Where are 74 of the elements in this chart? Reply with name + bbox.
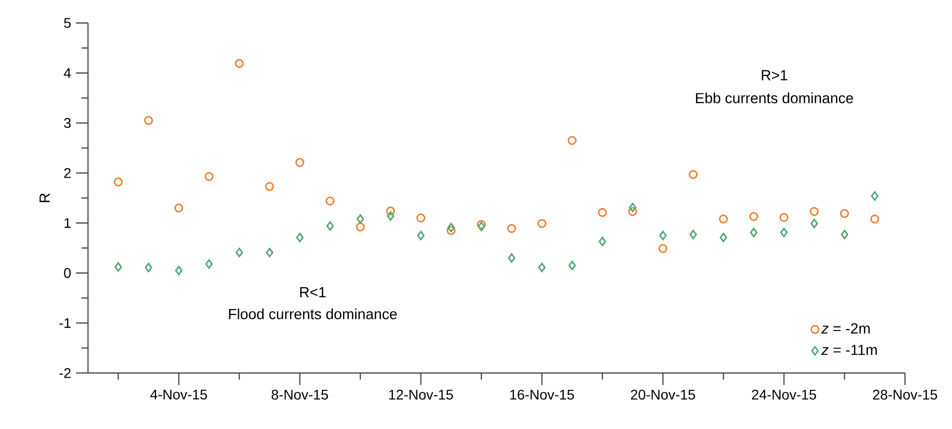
point [870,214,880,224]
x-tick-label: 20-Nov-15 [630,390,696,400]
point [476,220,486,229]
point [204,172,214,181]
point [658,244,668,253]
annotation: R>1 [762,70,788,80]
x-tick-label: 4-Nov-15 [150,390,207,400]
point [720,232,728,242]
point [689,230,697,240]
y-axis-title: R [40,193,50,202]
annotation: R<1 [300,287,326,298]
point [295,158,304,167]
point [326,196,335,206]
y-tick-label: 3 [64,118,71,128]
point [749,212,758,221]
y-tick-label: 1 [64,218,71,228]
point [780,228,788,238]
point [718,214,728,224]
point [598,236,606,246]
point [478,222,486,232]
point [447,222,455,232]
y-tick-label: 5 [64,18,71,28]
point [598,208,607,217]
point [417,230,425,240]
point [628,207,638,216]
point [356,222,365,232]
point [508,253,516,263]
point [266,248,274,258]
x-tick-label: 12-Nov-15 [389,390,453,400]
point [446,226,456,235]
point [871,191,878,201]
y-tick-label: 0 [64,268,71,278]
point [234,59,244,68]
point [114,178,123,186]
point [780,213,788,222]
x-tick-label: 28-Nov-15 [873,390,938,400]
y-tick-label: -2 [59,368,71,378]
point [386,206,396,216]
x-tick-label: 16-Nov-15 [510,390,574,400]
annotation: Flood currents dominance [229,308,397,320]
point [750,228,758,238]
point [810,218,818,228]
point [205,259,213,269]
y-tick-label: 4 [64,68,71,78]
point [326,221,334,231]
y-tick-label: 2 [64,168,71,178]
point [236,248,244,258]
point [568,136,577,145]
point [174,204,184,212]
point [386,211,394,221]
point [537,219,546,228]
point [688,170,698,179]
x-tick-label: 24-Nov-15 [752,390,816,400]
point [538,262,546,272]
legend-label: z = -2m [821,323,870,334]
point [175,266,183,276]
point [265,182,274,191]
point [144,262,152,272]
point [296,232,304,242]
point [628,202,636,212]
point [568,260,576,270]
point [114,262,122,272]
point [840,230,848,240]
point [810,207,819,216]
legend-label: z = -11m [821,344,877,355]
x-tick-label: 8-Nov-15 [272,390,328,400]
point [507,224,516,233]
point [416,214,426,222]
point [659,230,667,240]
point [144,116,153,125]
point [356,214,364,224]
y-tick-label: -1 [59,318,71,328]
point [840,209,849,218]
annotation: Ebb currents dominance [696,92,854,104]
